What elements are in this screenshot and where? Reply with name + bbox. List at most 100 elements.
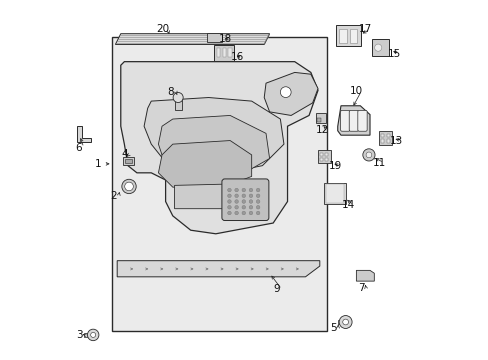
Bar	[386, 134, 389, 137]
Bar	[217, 48, 220, 57]
Bar	[320, 158, 323, 161]
Polygon shape	[356, 270, 373, 281]
Bar	[378, 131, 391, 145]
Circle shape	[342, 319, 348, 325]
Polygon shape	[117, 261, 319, 277]
Text: 20: 20	[156, 24, 169, 35]
Bar	[325, 158, 328, 161]
Circle shape	[242, 206, 245, 209]
Text: 8: 8	[167, 87, 174, 97]
Bar	[380, 134, 384, 137]
Bar	[338, 29, 346, 42]
Text: 14: 14	[341, 200, 354, 210]
Text: 4: 4	[121, 149, 127, 159]
Circle shape	[362, 149, 374, 161]
Text: 19: 19	[328, 161, 342, 171]
Circle shape	[227, 211, 231, 215]
Bar	[325, 153, 328, 156]
Bar	[371, 39, 388, 56]
Text: 1: 1	[95, 159, 102, 169]
Text: 15: 15	[387, 49, 400, 59]
Circle shape	[234, 211, 238, 215]
Circle shape	[249, 188, 252, 192]
Bar	[337, 320, 344, 324]
Bar	[228, 48, 231, 57]
Bar	[320, 153, 323, 156]
Circle shape	[256, 200, 260, 203]
Text: 2: 2	[110, 191, 117, 201]
Circle shape	[234, 200, 238, 203]
Circle shape	[374, 44, 381, 51]
Circle shape	[256, 188, 260, 192]
Circle shape	[339, 316, 351, 328]
Circle shape	[256, 194, 260, 198]
Circle shape	[242, 200, 245, 203]
FancyBboxPatch shape	[348, 111, 358, 131]
Bar	[83, 333, 91, 337]
Text: 10: 10	[349, 86, 362, 96]
Circle shape	[122, 179, 136, 194]
Circle shape	[256, 211, 260, 215]
Bar	[349, 29, 357, 42]
Polygon shape	[121, 62, 317, 234]
Circle shape	[227, 200, 231, 203]
Polygon shape	[264, 72, 317, 116]
Text: 16: 16	[231, 52, 244, 62]
Circle shape	[242, 188, 245, 192]
Circle shape	[366, 152, 371, 158]
Bar	[125, 159, 132, 163]
Circle shape	[234, 206, 238, 209]
Circle shape	[227, 194, 231, 198]
Circle shape	[249, 211, 252, 215]
Text: 17: 17	[358, 24, 371, 35]
Text: 9: 9	[273, 284, 280, 294]
Circle shape	[280, 87, 290, 98]
Bar	[123, 157, 134, 165]
Circle shape	[256, 206, 260, 209]
Text: 3: 3	[76, 330, 82, 340]
Bar	[222, 48, 226, 57]
Bar	[207, 33, 221, 42]
Circle shape	[234, 194, 238, 198]
Circle shape	[234, 188, 238, 192]
Polygon shape	[115, 34, 269, 44]
Circle shape	[87, 329, 99, 341]
Bar	[380, 139, 384, 143]
FancyBboxPatch shape	[340, 111, 349, 131]
Text: 7: 7	[357, 283, 364, 293]
FancyBboxPatch shape	[357, 111, 366, 131]
FancyBboxPatch shape	[222, 179, 268, 221]
Polygon shape	[158, 140, 251, 187]
Circle shape	[173, 93, 183, 103]
Bar	[324, 183, 345, 204]
Polygon shape	[158, 116, 269, 176]
Bar	[318, 150, 330, 163]
Text: 5: 5	[329, 323, 336, 333]
Polygon shape	[144, 98, 284, 173]
Circle shape	[90, 332, 96, 337]
Text: 13: 13	[389, 136, 403, 145]
Bar	[317, 118, 320, 122]
Bar	[325, 184, 344, 203]
Text: 11: 11	[371, 158, 385, 168]
Circle shape	[242, 211, 245, 215]
Bar	[386, 139, 389, 143]
Polygon shape	[337, 106, 369, 135]
Circle shape	[227, 188, 231, 192]
Circle shape	[249, 206, 252, 209]
Circle shape	[242, 194, 245, 198]
Circle shape	[249, 200, 252, 203]
Circle shape	[249, 194, 252, 198]
Text: 12: 12	[315, 125, 328, 135]
Text: 18: 18	[219, 34, 232, 44]
Bar	[174, 99, 182, 110]
Bar	[112, 37, 326, 330]
Polygon shape	[77, 126, 91, 142]
Bar	[316, 113, 325, 123]
Circle shape	[227, 206, 231, 209]
Circle shape	[124, 182, 133, 191]
Bar	[214, 45, 233, 61]
Bar	[335, 26, 360, 46]
Polygon shape	[174, 184, 247, 209]
Text: 6: 6	[75, 143, 82, 153]
